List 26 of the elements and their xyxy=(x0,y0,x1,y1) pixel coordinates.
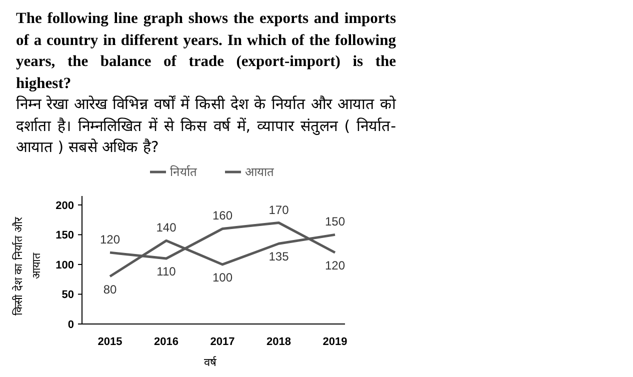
legend-label: आयात xyxy=(245,165,275,179)
x-axis-title: वर्ष xyxy=(204,356,217,369)
y-tick-label: 50 xyxy=(62,289,74,302)
y-tick-label: 200 xyxy=(56,200,74,212)
data-label: 170 xyxy=(268,202,290,217)
data-label: 160 xyxy=(212,208,233,223)
y-axis-title: किसी देश का निर्यात और आयात xyxy=(12,216,43,316)
chart-title: The following line graph shows the exports and imports of a country in different years. In which of the following years, the balance of trade (export-import) is the highest? xyxy=(16,9,396,94)
y-tick-label: 150 xyxy=(56,230,74,242)
data-label: 140 xyxy=(156,220,177,235)
legend-label: निर्यात xyxy=(170,165,198,179)
data-label: 150 xyxy=(324,214,346,229)
x-tick-label: 2018 xyxy=(266,336,291,348)
data-label: 80 xyxy=(103,282,117,296)
data-label: 100 xyxy=(212,270,233,284)
x-tick-label: 2017 xyxy=(210,336,235,348)
chart-subtitle: निम्न रेखा आरेख विभिन्न वर्षों में किसी देश के निर्यात और आयात को दर्शाता है। निम्नलिखित में से किस वर्ष में, व्यापार संतुलन ( निर्यात-आयात ) सबसे अधिक है? xyxy=(16,94,396,158)
data-label: 120 xyxy=(324,258,346,273)
data-label: 110 xyxy=(156,264,176,279)
data-label: 135 xyxy=(268,250,290,264)
x-tick-label: 2015 xyxy=(98,336,122,348)
y-tick-label: 100 xyxy=(56,259,74,272)
x-tick-label: 2016 xyxy=(154,336,178,348)
data-label: 120 xyxy=(100,232,120,247)
x-tick-label: 2019 xyxy=(322,336,348,348)
y-tick-label: 0 xyxy=(68,318,74,331)
